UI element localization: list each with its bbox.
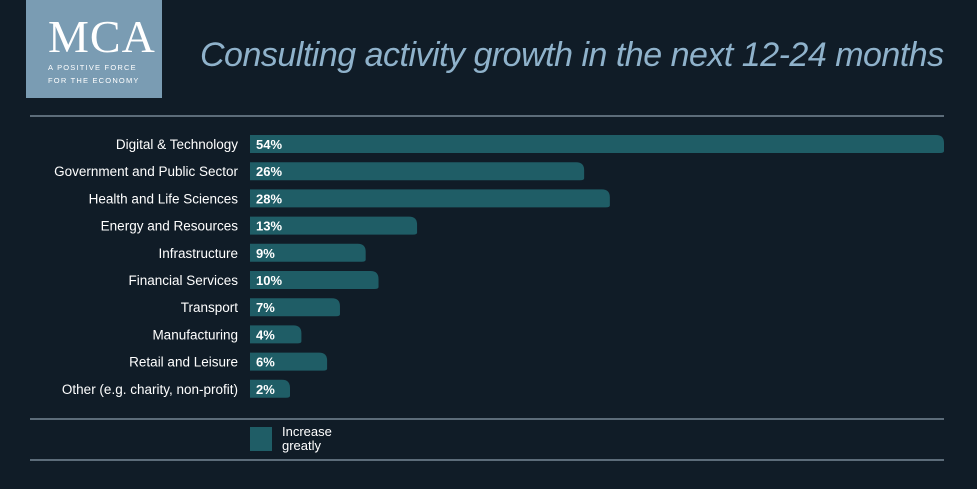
chart-title: Consulting activity growth in the next 1… xyxy=(200,36,944,74)
bar xyxy=(250,271,379,289)
bar xyxy=(250,189,610,208)
logo-tagline-2: FOR THE ECONOMY xyxy=(48,76,140,85)
bars-layer: Digital & Technology 54% Government and Pu… xyxy=(54,135,944,398)
category-label: Manufacturing xyxy=(152,327,238,342)
category-label: Health and Life Sciences xyxy=(89,191,239,206)
category-label: Financial Services xyxy=(128,273,238,288)
legend-label: Increase greatly xyxy=(282,424,332,453)
value-label: 9% xyxy=(256,246,275,261)
bar xyxy=(250,243,366,262)
bar xyxy=(250,162,585,181)
logo-tagline-1: A POSITIVE FORCE xyxy=(48,63,137,72)
category-label: Other (e.g. charity, non-profit) xyxy=(62,382,238,397)
bar xyxy=(250,352,328,371)
value-label: 13% xyxy=(256,219,282,234)
logo-mark: MCA xyxy=(48,11,156,62)
category-label: Infrastructure xyxy=(158,246,238,261)
category-label: Retail and Leisure xyxy=(129,355,238,370)
value-label: 28% xyxy=(256,191,282,206)
value-label: 6% xyxy=(256,355,275,370)
bar xyxy=(250,379,290,398)
bar xyxy=(250,135,944,153)
value-label: 10% xyxy=(256,273,282,288)
category-label: Digital & Technology xyxy=(116,137,238,152)
value-label: 26% xyxy=(256,164,282,179)
category-label: Energy and Resources xyxy=(101,219,239,234)
value-label: 7% xyxy=(256,300,275,315)
bar xyxy=(250,298,340,317)
legend: Increase greatly xyxy=(250,425,372,453)
bar xyxy=(250,216,418,235)
value-label: 54% xyxy=(256,137,282,152)
mca-logo: MCA A POSITIVE FORCE FOR THE ECONOMY xyxy=(26,0,162,98)
legend-swatch xyxy=(250,427,272,451)
value-label: 4% xyxy=(256,327,275,342)
value-label: 2% xyxy=(256,382,275,397)
category-label: Transport xyxy=(181,300,239,315)
bar xyxy=(250,325,302,344)
category-label: Government and Public Sector xyxy=(54,164,238,179)
